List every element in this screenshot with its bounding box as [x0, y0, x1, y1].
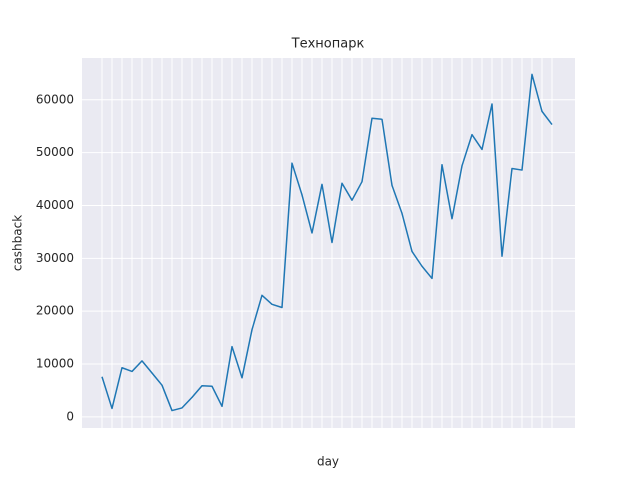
y-tick-label: 40000 [36, 198, 74, 212]
y-tick-label: 30000 [36, 251, 74, 265]
y-tick-label: 50000 [36, 145, 74, 159]
y-tick-label: 60000 [36, 92, 74, 106]
y-tick-label: 10000 [36, 357, 74, 371]
x-axis-label: day [317, 455, 339, 469]
y-axis-label: cashback [11, 215, 25, 271]
y-tick-label: 20000 [36, 304, 74, 318]
data-line [101, 73, 553, 412]
chart-title: Технопарк [291, 37, 365, 52]
y-tick-label: 0 [66, 409, 74, 423]
